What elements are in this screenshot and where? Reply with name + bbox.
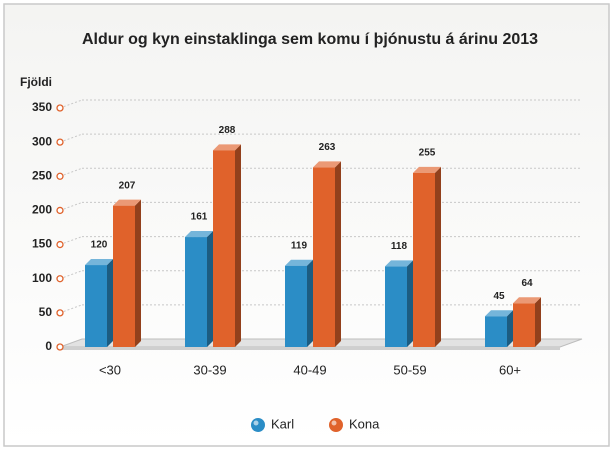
tick-mark (56, 104, 64, 112)
bar (285, 265, 307, 347)
bar (213, 150, 235, 347)
floor-edge (60, 347, 560, 350)
tick-mark (56, 172, 64, 180)
bar-top (285, 259, 313, 266)
bar-top (85, 259, 113, 266)
bar-side (307, 259, 313, 347)
data-label: 119 (291, 240, 308, 251)
x-tick-label: 30-39 (193, 362, 226, 377)
chart-title: Aldur og kyn einstaklinga sem komu í þjó… (82, 31, 538, 48)
y-tick-label: 250 (32, 168, 52, 182)
tick-mark (56, 240, 64, 249)
y-tick-label: 150 (32, 237, 52, 251)
bar-side (507, 310, 513, 347)
bar-side (107, 259, 113, 347)
tick-mark (56, 275, 64, 283)
data-label: 45 (493, 291, 505, 302)
data-label: 263 (319, 142, 336, 153)
y-tick-label: 0 (45, 339, 52, 353)
legend-swatch (329, 418, 343, 432)
data-label: 207 (119, 180, 136, 191)
bar-top (485, 310, 513, 317)
data-label: 161 (191, 212, 208, 223)
bar (513, 303, 535, 347)
bar (413, 172, 435, 347)
data-label: 255 (419, 148, 436, 159)
bar (313, 167, 335, 347)
tick-mark (56, 309, 64, 317)
bar-top (185, 231, 213, 238)
bar-top (385, 260, 413, 267)
tick-mark (56, 138, 64, 146)
y-tick-label: 300 (32, 134, 52, 148)
bar (185, 237, 207, 347)
data-label: 64 (521, 278, 533, 289)
y-tick-label: 100 (32, 271, 52, 285)
frame (3, 3, 610, 447)
bar-top (413, 166, 441, 173)
bar-side (235, 144, 241, 347)
bar-side (535, 297, 541, 347)
legend-swatch-shine (253, 420, 259, 426)
bar-side (207, 231, 213, 347)
bar (85, 265, 107, 347)
bar-side (335, 161, 341, 347)
bar-top (213, 144, 241, 151)
bar (113, 205, 135, 347)
legend-label: Kona (349, 416, 380, 431)
legend-label: Karl (271, 416, 294, 431)
y-tick-label: 200 (32, 203, 52, 217)
legend-swatch (251, 418, 265, 432)
y-tick-label: 350 (32, 100, 52, 114)
data-label: 288 (219, 125, 236, 136)
bar-side (407, 260, 413, 347)
bar-side (135, 199, 141, 347)
x-tick-label: 40-49 (293, 362, 326, 377)
data-label: 120 (91, 240, 108, 251)
bar-top (113, 199, 141, 206)
bar-side (435, 166, 441, 347)
data-label: 118 (391, 241, 408, 252)
x-tick-label: <30 (99, 362, 121, 377)
tick-mark (56, 343, 64, 351)
x-tick-label: 50-59 (393, 362, 426, 377)
bar (485, 316, 507, 347)
bar-top (313, 161, 341, 168)
legend-swatch-shine (331, 420, 337, 426)
x-tick-label: 60+ (499, 362, 521, 377)
tick-mark (56, 206, 64, 215)
bar-top (513, 297, 541, 304)
y-axis-label: Fjöldi (20, 75, 52, 89)
bar (385, 266, 407, 347)
y-tick-label: 50 (39, 305, 53, 319)
